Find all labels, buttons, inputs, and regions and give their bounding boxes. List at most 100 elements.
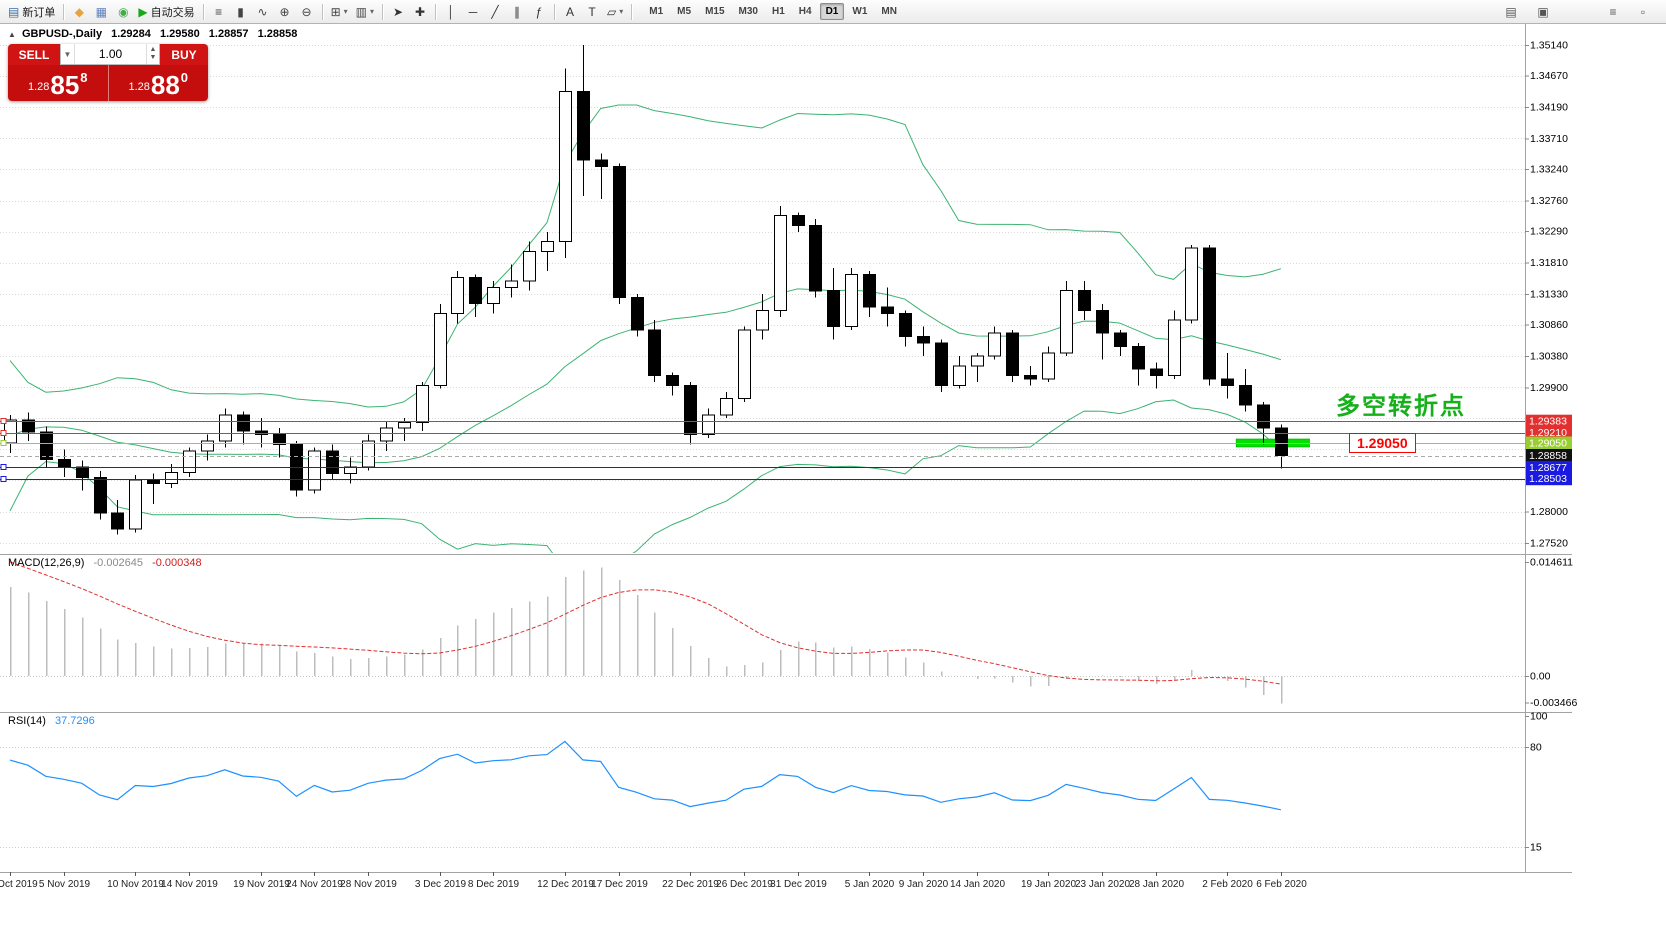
text-tool-button[interactable]: A: [560, 2, 580, 22]
lot-up-icon[interactable]: ▲: [149, 46, 157, 53]
candle: [255, 430, 268, 436]
timeframe-m30[interactable]: M30: [738, 6, 758, 17]
buy-price-sup: 0: [180, 70, 189, 85]
candle: [94, 477, 107, 514]
price-marker-1.29050: [1526, 436, 1572, 450]
shapes-dropdown-icon[interactable]: ▾: [619, 7, 624, 16]
bar-chart-button[interactable]: ≡: [209, 2, 229, 22]
new-order-button[interactable]: ▤ 新订单: [5, 2, 58, 22]
lot-down-icon[interactable]: ▼: [149, 54, 157, 61]
zoom-out-button[interactable]: ⊖: [297, 2, 317, 22]
bar-chart-icon: ≡: [215, 4, 223, 19]
template-button[interactable]: ▤: [1501, 2, 1521, 22]
profiles-dropdown-icon[interactable]: ▾: [370, 7, 375, 16]
candle: [129, 479, 142, 530]
sell-price-display[interactable]: 1.28 85 8: [8, 65, 108, 101]
timeframe-w1[interactable]: W1: [852, 6, 868, 17]
candlestick-chart-button[interactable]: ▮: [231, 2, 251, 22]
price-tag-annotation[interactable]: 1.29050: [1349, 433, 1416, 453]
candle: [1257, 404, 1270, 429]
candle: [451, 277, 464, 315]
candle: [40, 431, 53, 460]
timeframe-m1[interactable]: M1: [649, 6, 664, 17]
date-axis-label: 12 Dec 2019: [537, 879, 594, 890]
toolbar-separator: [63, 3, 65, 20]
new-order-label: 新订单: [22, 6, 56, 19]
market-watch-button[interactable]: ▦: [91, 2, 111, 22]
candle: [899, 313, 912, 338]
toolbar: ▤ 新订单 ◆ ▦ ◉ ▶ 自动交易 ≡ ▮ ∿ ⊕ ⊖ ⊞ ▾ ▥ ▾ ➤ ✚ │ ─ ╱ ∥ ƒ A T ▱ ▾ M1 M5 M15 M…: [0, 0, 1666, 24]
toolbar-separator: [631, 3, 633, 20]
candle: [398, 422, 411, 429]
sell-button[interactable]: SELL: [8, 44, 60, 65]
lot-value[interactable]: 1.00: [98, 47, 123, 61]
open-value: 1.29284: [111, 28, 151, 40]
date-axis-label: 28 Jan 2020: [1129, 879, 1184, 890]
vertical-line-button[interactable]: │: [441, 2, 461, 22]
rsi-title: RSI(14): [8, 715, 46, 727]
candle: [988, 332, 1001, 357]
sell-price-sup: 8: [80, 70, 88, 85]
toolbar-separator: [321, 3, 323, 20]
navigator-button[interactable]: ◉: [113, 2, 133, 22]
text-label-button[interactable]: T: [582, 2, 602, 22]
fibonacci-button[interactable]: ƒ: [529, 2, 549, 22]
one-click-collapse-icon[interactable]: ▲: [8, 30, 16, 39]
candle: [774, 215, 787, 311]
timeframe-h1[interactable]: H1: [771, 6, 785, 17]
channel-button[interactable]: ∥: [507, 2, 527, 22]
timeframe-h4[interactable]: H4: [798, 6, 812, 17]
menu-icon: ≡: [1609, 4, 1617, 19]
candle: [631, 296, 644, 331]
line-handle[interactable]: [0, 418, 7, 424]
new-chart-button[interactable]: ⊞ ▾: [328, 2, 351, 22]
date-axis-label: 3 Dec 2019: [415, 879, 467, 890]
candle: [523, 251, 536, 282]
chart-area[interactable]: 1.35140 1.34670 1.34190 1.33710 1.33240 1.327…: [0, 24, 1666, 946]
zoom-in-button[interactable]: ⊕: [275, 2, 295, 22]
trendline-button[interactable]: ╱: [485, 2, 505, 22]
candle: [22, 419, 35, 433]
lot-spinner[interactable]: ▲ ▼: [146, 44, 159, 64]
price-axis-label: 1.32760: [1530, 195, 1568, 207]
timeframe-m5[interactable]: M5: [677, 6, 692, 17]
buy-button[interactable]: BUY: [160, 44, 208, 65]
minimize-button[interactable]: ▫: [1633, 2, 1653, 22]
menu-button[interactable]: ≡: [1603, 2, 1623, 22]
date-axis-label: 5 Nov 2019: [39, 879, 91, 890]
bollinger-middle-band: [9, 288, 1282, 464]
new-chart-icon: ⊞: [330, 4, 341, 19]
favorites-button[interactable]: ◆: [69, 2, 89, 22]
horizontal-line-button[interactable]: ─: [463, 2, 483, 22]
price-marker-1.29210: [1526, 426, 1572, 439]
turning-point-annotation[interactable]: 多空转折点: [1336, 393, 1466, 420]
auto-trading-button[interactable]: ▶ 自动交易: [135, 2, 197, 22]
bollinger-upper-band: [9, 104, 1282, 408]
candle: [416, 385, 429, 424]
window-list-button[interactable]: ▣: [1533, 2, 1553, 22]
line-handle[interactable]: [0, 430, 7, 436]
crosshair-button[interactable]: ✚: [410, 2, 430, 22]
price-marker-1.29383: [1526, 414, 1572, 428]
highlight-trend-segment[interactable]: [1235, 438, 1310, 448]
profiles-button[interactable]: ▥ ▾: [353, 2, 377, 22]
cursor-button[interactable]: ➤: [388, 2, 408, 22]
timeframe-mn[interactable]: MN: [881, 6, 897, 17]
new-chart-dropdown-icon[interactable]: ▾: [343, 7, 348, 16]
line-handle[interactable]: [0, 464, 7, 470]
trendline-icon: ╱: [491, 4, 499, 19]
candle: [738, 329, 751, 399]
line-handle[interactable]: [0, 440, 7, 446]
buy-price-display[interactable]: 1.28 88 0: [107, 65, 209, 101]
lot-dropdown-icon[interactable]: ▼: [61, 44, 75, 64]
timeframe-d1[interactable]: D1: [819, 3, 845, 20]
line-chart-button[interactable]: ∿: [253, 2, 273, 22]
date-axis-label: 22 Dec 2019: [662, 879, 719, 890]
price-axis-label: 1.27520: [1530, 538, 1568, 550]
candle: [237, 414, 250, 432]
shapes-button[interactable]: ▱ ▾: [604, 2, 626, 22]
timeframe-m15[interactable]: M15: [705, 6, 725, 17]
price-axis-label: 1.29900: [1530, 382, 1568, 394]
line-handle[interactable]: [0, 476, 7, 482]
lot-size-field[interactable]: ▼ 1.00 ▲ ▼: [60, 44, 160, 65]
